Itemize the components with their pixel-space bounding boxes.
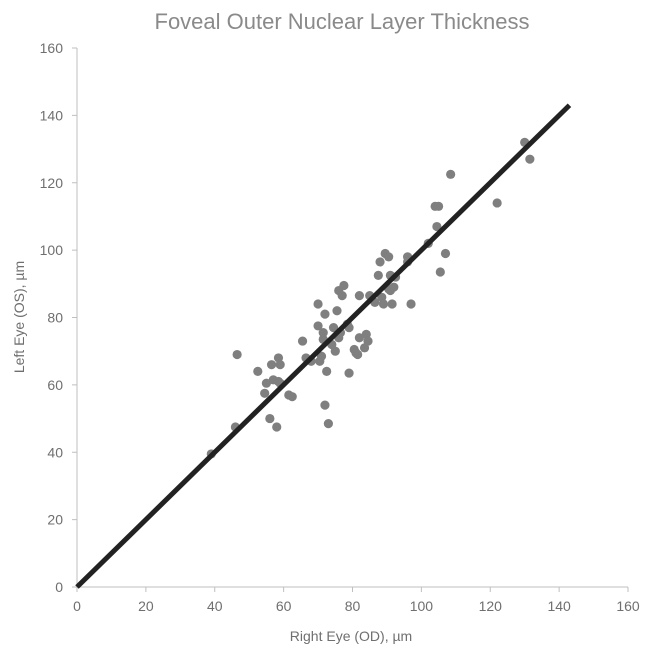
data-point (446, 169, 456, 179)
data-point (322, 366, 332, 376)
data-point (266, 360, 277, 370)
data-point (387, 299, 397, 309)
data-point (323, 419, 333, 429)
y-tick-label: 0 (55, 579, 63, 595)
y-tick-label: 80 (47, 310, 63, 326)
x-axis-label: Right Eye (OD), µm (290, 628, 412, 644)
data-point (433, 201, 444, 211)
data-point (318, 328, 328, 338)
data-point (265, 413, 275, 424)
axes (72, 47, 629, 592)
data-point (337, 291, 347, 301)
y-tick-label: 20 (47, 512, 63, 528)
tick-labels: 0 20 40 60 80 100 120 140 160 0 20 40 60 80 100 120 140 1… (40, 40, 640, 614)
data-point (363, 336, 373, 346)
data-point (354, 291, 364, 301)
data-point (297, 336, 308, 346)
x-tick-label: 0 (73, 598, 81, 614)
data-point (435, 267, 445, 277)
y-tick-label: 60 (47, 377, 63, 393)
y-tick-label: 140 (40, 107, 64, 123)
x-tick-label: 120 (479, 598, 503, 614)
data-point (492, 198, 502, 208)
data-point (316, 351, 327, 361)
data-point (384, 252, 394, 262)
data-point (253, 366, 263, 376)
trendline (75, 103, 572, 589)
data-point (272, 422, 282, 432)
y-tick-label: 40 (47, 444, 63, 460)
data-point (320, 309, 330, 319)
data-point (375, 257, 385, 267)
data-point (353, 349, 363, 360)
x-tick-label: 40 (207, 598, 223, 614)
data-point (332, 306, 342, 316)
x-tick-label: 160 (616, 598, 640, 614)
data-point (378, 299, 389, 309)
x-tick-label: 80 (345, 598, 361, 614)
trendline-layer (75, 103, 572, 589)
data-point (232, 349, 242, 360)
data-point (261, 378, 272, 388)
data-point (373, 270, 383, 280)
data-point (525, 154, 535, 164)
data-point (260, 388, 270, 398)
data-point (320, 400, 330, 410)
y-axis-label: Left Eye (OS), µm (11, 261, 27, 373)
data-point (330, 346, 340, 356)
x-tick-label: 20 (138, 598, 154, 614)
data-point (344, 368, 354, 378)
y-tick-label: 100 (40, 242, 64, 258)
x-tick-label: 60 (276, 598, 292, 614)
y-tick-label: 160 (40, 40, 64, 56)
data-point (275, 360, 285, 370)
data-point (287, 392, 297, 402)
data-point (313, 299, 323, 309)
data-points (206, 137, 535, 459)
data-point (354, 333, 364, 343)
data-point (389, 282, 399, 292)
data-point (432, 221, 442, 232)
data-point (328, 323, 339, 333)
x-tick-label: 140 (547, 598, 571, 614)
data-point (440, 248, 451, 259)
chart-title: Foveal Outer Nuclear Layer Thickness (155, 9, 530, 34)
data-point (406, 299, 416, 309)
data-point (313, 321, 323, 331)
x-tick-label: 100 (410, 598, 434, 614)
y-tick-label: 120 (40, 175, 64, 191)
data-point (339, 280, 349, 291)
